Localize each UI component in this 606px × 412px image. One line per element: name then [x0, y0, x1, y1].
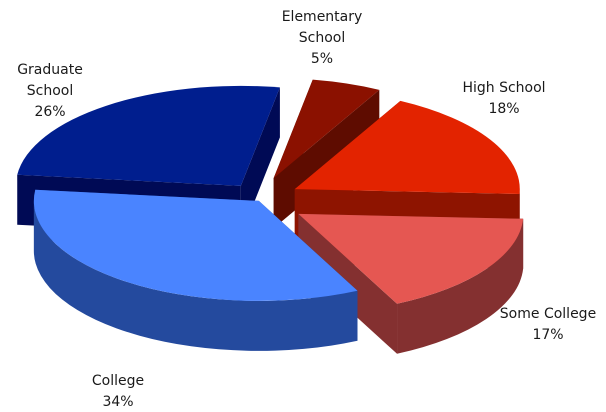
slice-top-college [33, 189, 358, 301]
pie-slices [17, 79, 524, 354]
slice-label-high-school: High School 18% [462, 80, 545, 117]
slice-side-end-graduate-school [240, 87, 280, 236]
slice-top-high-school [294, 100, 520, 195]
slice-label-college: College 34% [92, 373, 144, 410]
slice-top-graduate-school [17, 85, 280, 186]
slice-some-college [298, 213, 524, 354]
slice-label-elementary-school: Elementary School 5% [282, 9, 363, 67]
slice-top-some-college [298, 213, 524, 304]
slice-label-graduate-school: Graduate School 26% [17, 62, 83, 120]
slice-outer-wall-some-college [397, 218, 524, 354]
slice-college [33, 189, 358, 351]
slice-label-some-college: Some College 17% [500, 306, 596, 343]
pie-labels: Elementary School 5% High School 18% Some Col… [17, 9, 596, 410]
slice-outer-wall-college [33, 200, 358, 351]
slice-top-elementary-school [273, 79, 380, 179]
